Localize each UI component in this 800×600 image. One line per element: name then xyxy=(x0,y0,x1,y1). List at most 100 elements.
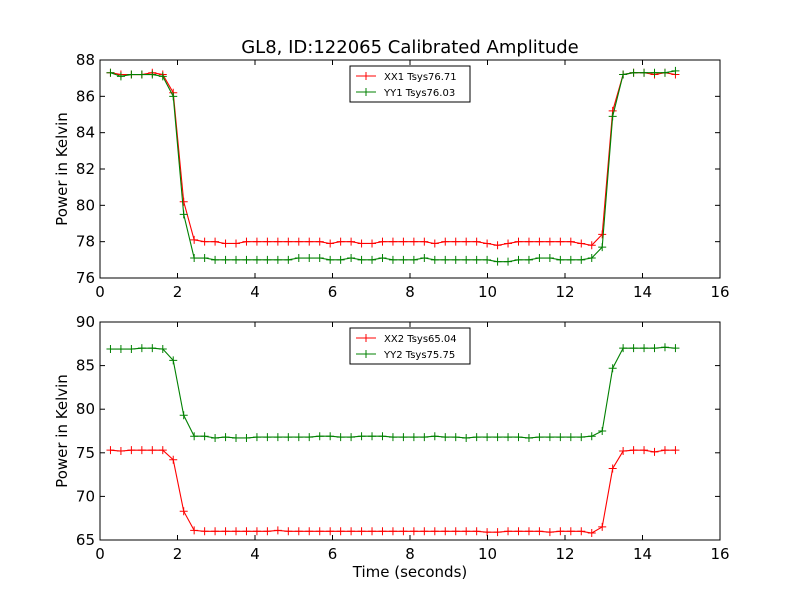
y-tick-label: 76 xyxy=(76,269,95,287)
data-point xyxy=(660,343,669,352)
data-point xyxy=(566,433,575,442)
y-tick-label: 85 xyxy=(76,357,95,375)
data-point xyxy=(388,255,397,264)
data-point xyxy=(399,255,408,264)
data-point xyxy=(284,433,293,442)
data-point xyxy=(535,433,544,442)
data-point xyxy=(378,432,387,441)
data-point xyxy=(493,241,502,250)
data-point xyxy=(462,527,471,536)
data-point xyxy=(336,433,345,442)
data-point xyxy=(587,432,596,441)
data-point xyxy=(273,526,282,535)
data-point xyxy=(462,255,471,264)
data-point xyxy=(514,527,523,536)
data-point xyxy=(263,433,272,442)
data-point xyxy=(451,433,460,442)
data-point xyxy=(148,446,157,455)
data-point xyxy=(326,255,335,264)
data-point xyxy=(326,527,335,536)
data-point xyxy=(294,527,303,536)
data-point xyxy=(430,255,439,264)
data-point xyxy=(242,527,251,536)
data-point xyxy=(524,237,533,246)
data-point xyxy=(116,72,125,81)
y-tick-label: 82 xyxy=(76,160,95,178)
data-point xyxy=(556,527,565,536)
data-point xyxy=(368,432,377,441)
data-point xyxy=(378,254,387,263)
data-point xyxy=(514,237,523,246)
x-tick-label: 16 xyxy=(710,283,729,301)
data-point xyxy=(493,528,502,537)
data-point xyxy=(388,527,397,536)
data-point xyxy=(190,254,199,263)
data-point xyxy=(472,255,481,264)
x-tick-label: 12 xyxy=(555,545,574,563)
data-point xyxy=(504,527,513,536)
data-point xyxy=(148,344,157,353)
data-point xyxy=(640,344,649,353)
data-point xyxy=(608,112,617,121)
data-point xyxy=(368,239,377,248)
data-point xyxy=(598,243,607,252)
data-point xyxy=(127,70,136,79)
data-point xyxy=(483,528,492,537)
data-point xyxy=(200,527,209,536)
data-point xyxy=(420,433,429,442)
data-point xyxy=(305,433,314,442)
data-point xyxy=(221,527,230,536)
data-point xyxy=(598,522,607,531)
x-tick-label: 0 xyxy=(95,283,105,301)
data-point xyxy=(179,210,188,219)
data-point xyxy=(315,432,324,441)
data-point xyxy=(305,527,314,536)
x-tick-label: 2 xyxy=(173,545,183,563)
y-tick-label: 65 xyxy=(76,531,95,549)
data-point xyxy=(116,345,125,354)
data-point xyxy=(420,237,429,246)
data-point xyxy=(378,527,387,536)
x-tick-label: 8 xyxy=(405,545,415,563)
y-axis-label: Power in Kelvin xyxy=(53,374,71,488)
data-point xyxy=(504,433,513,442)
series-xx2 xyxy=(106,446,680,538)
data-point xyxy=(347,433,356,442)
data-point xyxy=(660,68,669,77)
data-point xyxy=(640,446,649,455)
data-point xyxy=(200,237,209,246)
x-tick-label: 12 xyxy=(555,283,574,301)
data-point xyxy=(524,255,533,264)
data-point xyxy=(441,255,450,264)
legend-box xyxy=(349,327,471,365)
y-tick-label: 80 xyxy=(76,400,95,418)
data-point xyxy=(169,356,178,365)
data-point xyxy=(294,237,303,246)
data-point xyxy=(556,255,565,264)
data-point xyxy=(232,239,241,248)
data-point xyxy=(221,255,230,264)
data-point xyxy=(357,432,366,441)
legend-entry: XX2 Tsys65.04 xyxy=(384,334,457,345)
data-point xyxy=(252,255,261,264)
x-tick-label: 4 xyxy=(250,283,260,301)
data-point xyxy=(629,68,638,77)
data-point xyxy=(137,344,146,353)
x-tick-label: 14 xyxy=(633,283,652,301)
data-point xyxy=(472,433,481,442)
data-point xyxy=(368,527,377,536)
y-tick-label: 88 xyxy=(76,51,95,69)
data-point xyxy=(545,528,554,537)
legend-entry: YY1 Tsys76.03 xyxy=(383,88,455,99)
data-point xyxy=(190,526,199,535)
data-point xyxy=(221,433,230,442)
data-point xyxy=(535,254,544,263)
series-yy1 xyxy=(106,66,680,266)
data-point xyxy=(179,507,188,516)
x-tick-label: 2 xyxy=(173,283,183,301)
data-point xyxy=(462,237,471,246)
x-tick-label: 16 xyxy=(710,545,729,563)
legend-marker xyxy=(362,350,370,358)
data-point xyxy=(671,66,680,75)
